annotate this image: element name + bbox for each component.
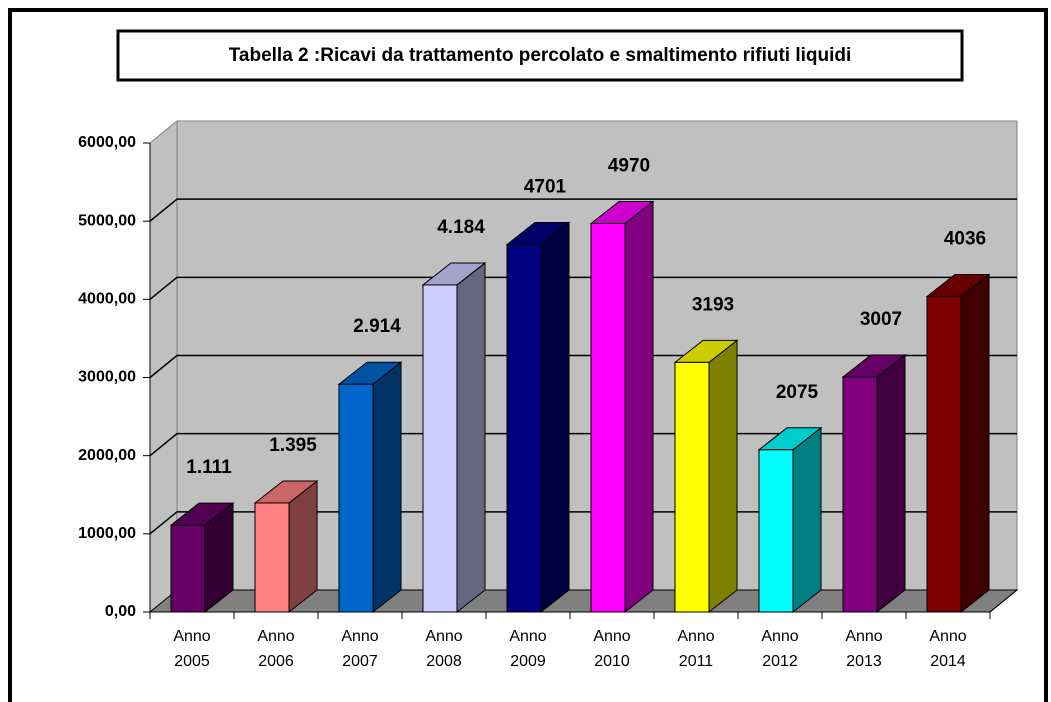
value-label: 3007: [860, 309, 902, 330]
bar: [253, 479, 319, 614]
grid-line: [149, 276, 1017, 300]
bar: [757, 426, 823, 614]
bar-side: [456, 261, 486, 614]
bar-side: [624, 200, 654, 614]
bar-front: [338, 383, 374, 613]
title-box: [116, 29, 964, 82]
bar-front: [674, 361, 710, 613]
bar-front: [506, 244, 542, 613]
bar: [673, 339, 739, 614]
bar-front: [758, 449, 794, 613]
x-tick-label: Anno 2013: [845, 628, 882, 670]
bar-front: [842, 376, 878, 613]
bar: [841, 353, 907, 614]
y-tick-label: 6000,00: [78, 134, 136, 151]
bar: [169, 502, 235, 614]
y-tick-label: 1000,00: [78, 525, 136, 542]
bar-front: [422, 284, 458, 613]
value-label: 2075: [776, 382, 819, 403]
value-label: 4970: [608, 156, 650, 177]
bar-side: [288, 479, 318, 614]
bar-side: [876, 353, 906, 614]
value-label: 1.111: [186, 457, 232, 478]
y-tick-label: 5000,00: [78, 212, 136, 229]
x-tick-label: Anno 2012: [761, 628, 798, 670]
x-tick-label: Anno 2005: [173, 628, 210, 670]
frame: [8, 8, 1048, 702]
bar: [505, 221, 571, 614]
value-label: 1.395: [269, 435, 317, 456]
bar-side: [540, 221, 570, 614]
chart-title: Tabella 2 :Ricavi da trattamento percola…: [229, 45, 852, 66]
bar-front: [590, 223, 626, 613]
grid-line: [149, 198, 1017, 222]
bar: [589, 200, 655, 614]
y-tick-label: 2000,00: [78, 447, 136, 464]
bar-side: [372, 361, 402, 614]
x-tick-label: Anno 2007: [341, 628, 378, 670]
x-tick-label: Anno 2010: [593, 628, 630, 670]
bar: [337, 361, 403, 614]
x-tick-label: Anno 2006: [257, 628, 294, 670]
bar: [925, 273, 991, 614]
x-tick-label: Anno 2009: [509, 628, 546, 670]
y-tick-label: 4000,00: [78, 291, 136, 308]
value-label: 3193: [692, 294, 734, 315]
y-tick-label: 0,00: [105, 603, 136, 620]
floor-edge: [989, 589, 1018, 613]
value-label: 4701: [524, 177, 567, 198]
x-tick-label: Anno 2008: [425, 628, 462, 670]
bar-front: [254, 502, 290, 613]
bar: [421, 261, 487, 614]
value-label: 2.914: [353, 316, 401, 337]
bar-side: [708, 339, 738, 614]
x-tick-label: Anno 2011: [677, 628, 714, 670]
bar-side: [792, 426, 822, 614]
x-tick-label: Anno 2014: [929, 628, 966, 670]
value-label: 4036: [944, 229, 986, 250]
bar-front: [170, 524, 206, 613]
value-label: 4.184: [437, 217, 485, 238]
bar-front: [926, 296, 962, 613]
y-tick-label: 3000,00: [78, 369, 136, 386]
bar-side: [960, 273, 990, 614]
